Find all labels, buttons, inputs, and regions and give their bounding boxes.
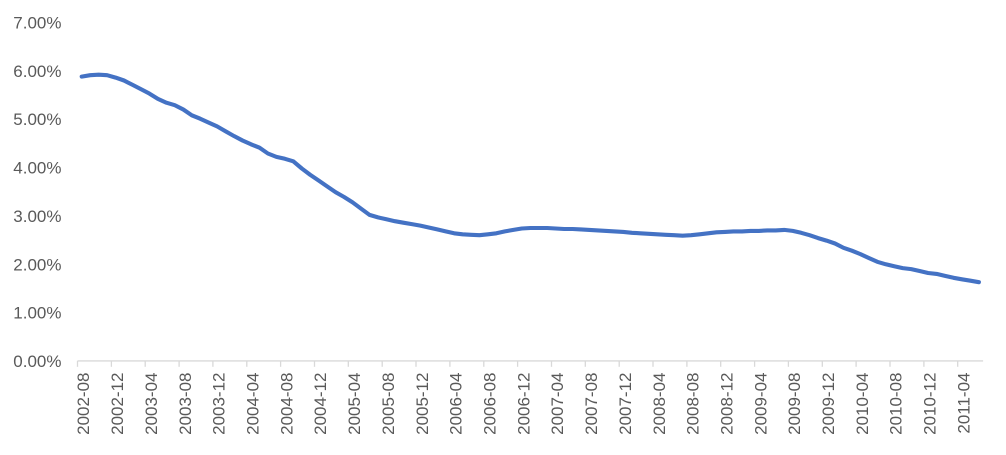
svg-text:3.00%: 3.00% [13, 207, 61, 226]
svg-text:2008-12: 2008-12 [718, 373, 737, 435]
svg-text:2004-12: 2004-12 [311, 373, 330, 435]
svg-text:2005-12: 2005-12 [413, 373, 432, 435]
svg-text:2002-12: 2002-12 [108, 373, 127, 435]
svg-text:2010-08: 2010-08 [887, 373, 906, 435]
svg-text:2007-04: 2007-04 [548, 373, 567, 435]
svg-text:2010-04: 2010-04 [853, 373, 872, 435]
svg-text:2004-08: 2004-08 [277, 373, 296, 435]
svg-text:1.00%: 1.00% [13, 304, 61, 323]
svg-text:2002-08: 2002-08 [74, 373, 93, 435]
svg-text:0.00%: 0.00% [13, 352, 61, 371]
svg-text:2007-12: 2007-12 [616, 373, 635, 435]
svg-text:6.00%: 6.00% [13, 62, 61, 81]
svg-text:2005-04: 2005-04 [345, 373, 364, 435]
svg-text:2006-08: 2006-08 [481, 373, 500, 435]
svg-text:2009-12: 2009-12 [819, 373, 838, 435]
svg-text:2007-08: 2007-08 [582, 373, 601, 435]
svg-text:2003-12: 2003-12 [210, 373, 229, 435]
svg-text:2011-04: 2011-04 [954, 373, 973, 434]
svg-text:2010-12: 2010-12 [921, 373, 940, 435]
svg-text:2006-12: 2006-12 [514, 373, 533, 435]
svg-text:2009-04: 2009-04 [751, 373, 770, 435]
svg-text:5.00%: 5.00% [13, 110, 61, 129]
svg-text:2009-08: 2009-08 [785, 373, 804, 435]
svg-text:2003-08: 2003-08 [176, 373, 195, 435]
svg-text:2.00%: 2.00% [13, 255, 61, 274]
svg-text:2006-04: 2006-04 [447, 373, 466, 435]
svg-text:7.00%: 7.00% [13, 14, 61, 33]
svg-text:2008-08: 2008-08 [684, 373, 703, 435]
svg-text:2005-08: 2005-08 [379, 373, 398, 435]
svg-text:2004-04: 2004-04 [244, 373, 263, 435]
svg-text:2003-04: 2003-04 [142, 373, 161, 435]
svg-text:2008-04: 2008-04 [650, 373, 669, 435]
svg-text:4.00%: 4.00% [13, 159, 61, 178]
